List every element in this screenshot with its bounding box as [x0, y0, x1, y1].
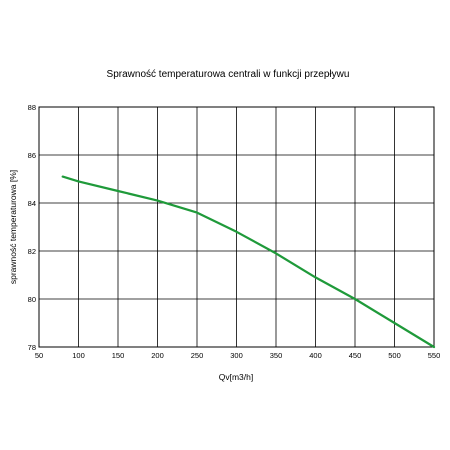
y-tick-labels: 78 80 82 84 86 88 — [28, 103, 36, 352]
x-tick-label: 250 — [191, 351, 204, 360]
chart-title: Sprawność temperaturowa centrali w funkc… — [107, 69, 350, 80]
y-tick-label: 82 — [28, 247, 36, 256]
x-tick-label: 50 — [35, 351, 43, 360]
x-tick-label: 300 — [230, 351, 243, 360]
grid-layer — [38, 106, 435, 348]
x-tick-labels: 50 100 150 200 250 300 350 400 450 500 550 — [35, 351, 440, 360]
y-tick-label: 84 — [28, 199, 36, 208]
x-tick-label: 350 — [270, 351, 283, 360]
x-tick-label: 500 — [388, 351, 401, 360]
plot-frame — [38, 106, 435, 348]
y-tick-label: 80 — [28, 295, 36, 304]
x-tick-label: 150 — [112, 351, 125, 360]
series-layer — [61, 175, 436, 349]
y-tick-label: 88 — [28, 103, 36, 112]
y-tick-label: 86 — [28, 151, 36, 160]
x-tick-label: 100 — [72, 351, 85, 360]
x-tick-label: 550 — [428, 351, 441, 360]
series-line — [61, 175, 436, 349]
x-tick-label: 200 — [151, 351, 164, 360]
x-tick-label: 450 — [349, 351, 362, 360]
x-tick-label: 400 — [309, 351, 322, 360]
y-tick-label: 78 — [28, 343, 36, 352]
y-axis-label: sprawność temperaturowa [%] — [8, 170, 18, 284]
x-axis-label: Qv[m3/h] — [219, 372, 253, 382]
